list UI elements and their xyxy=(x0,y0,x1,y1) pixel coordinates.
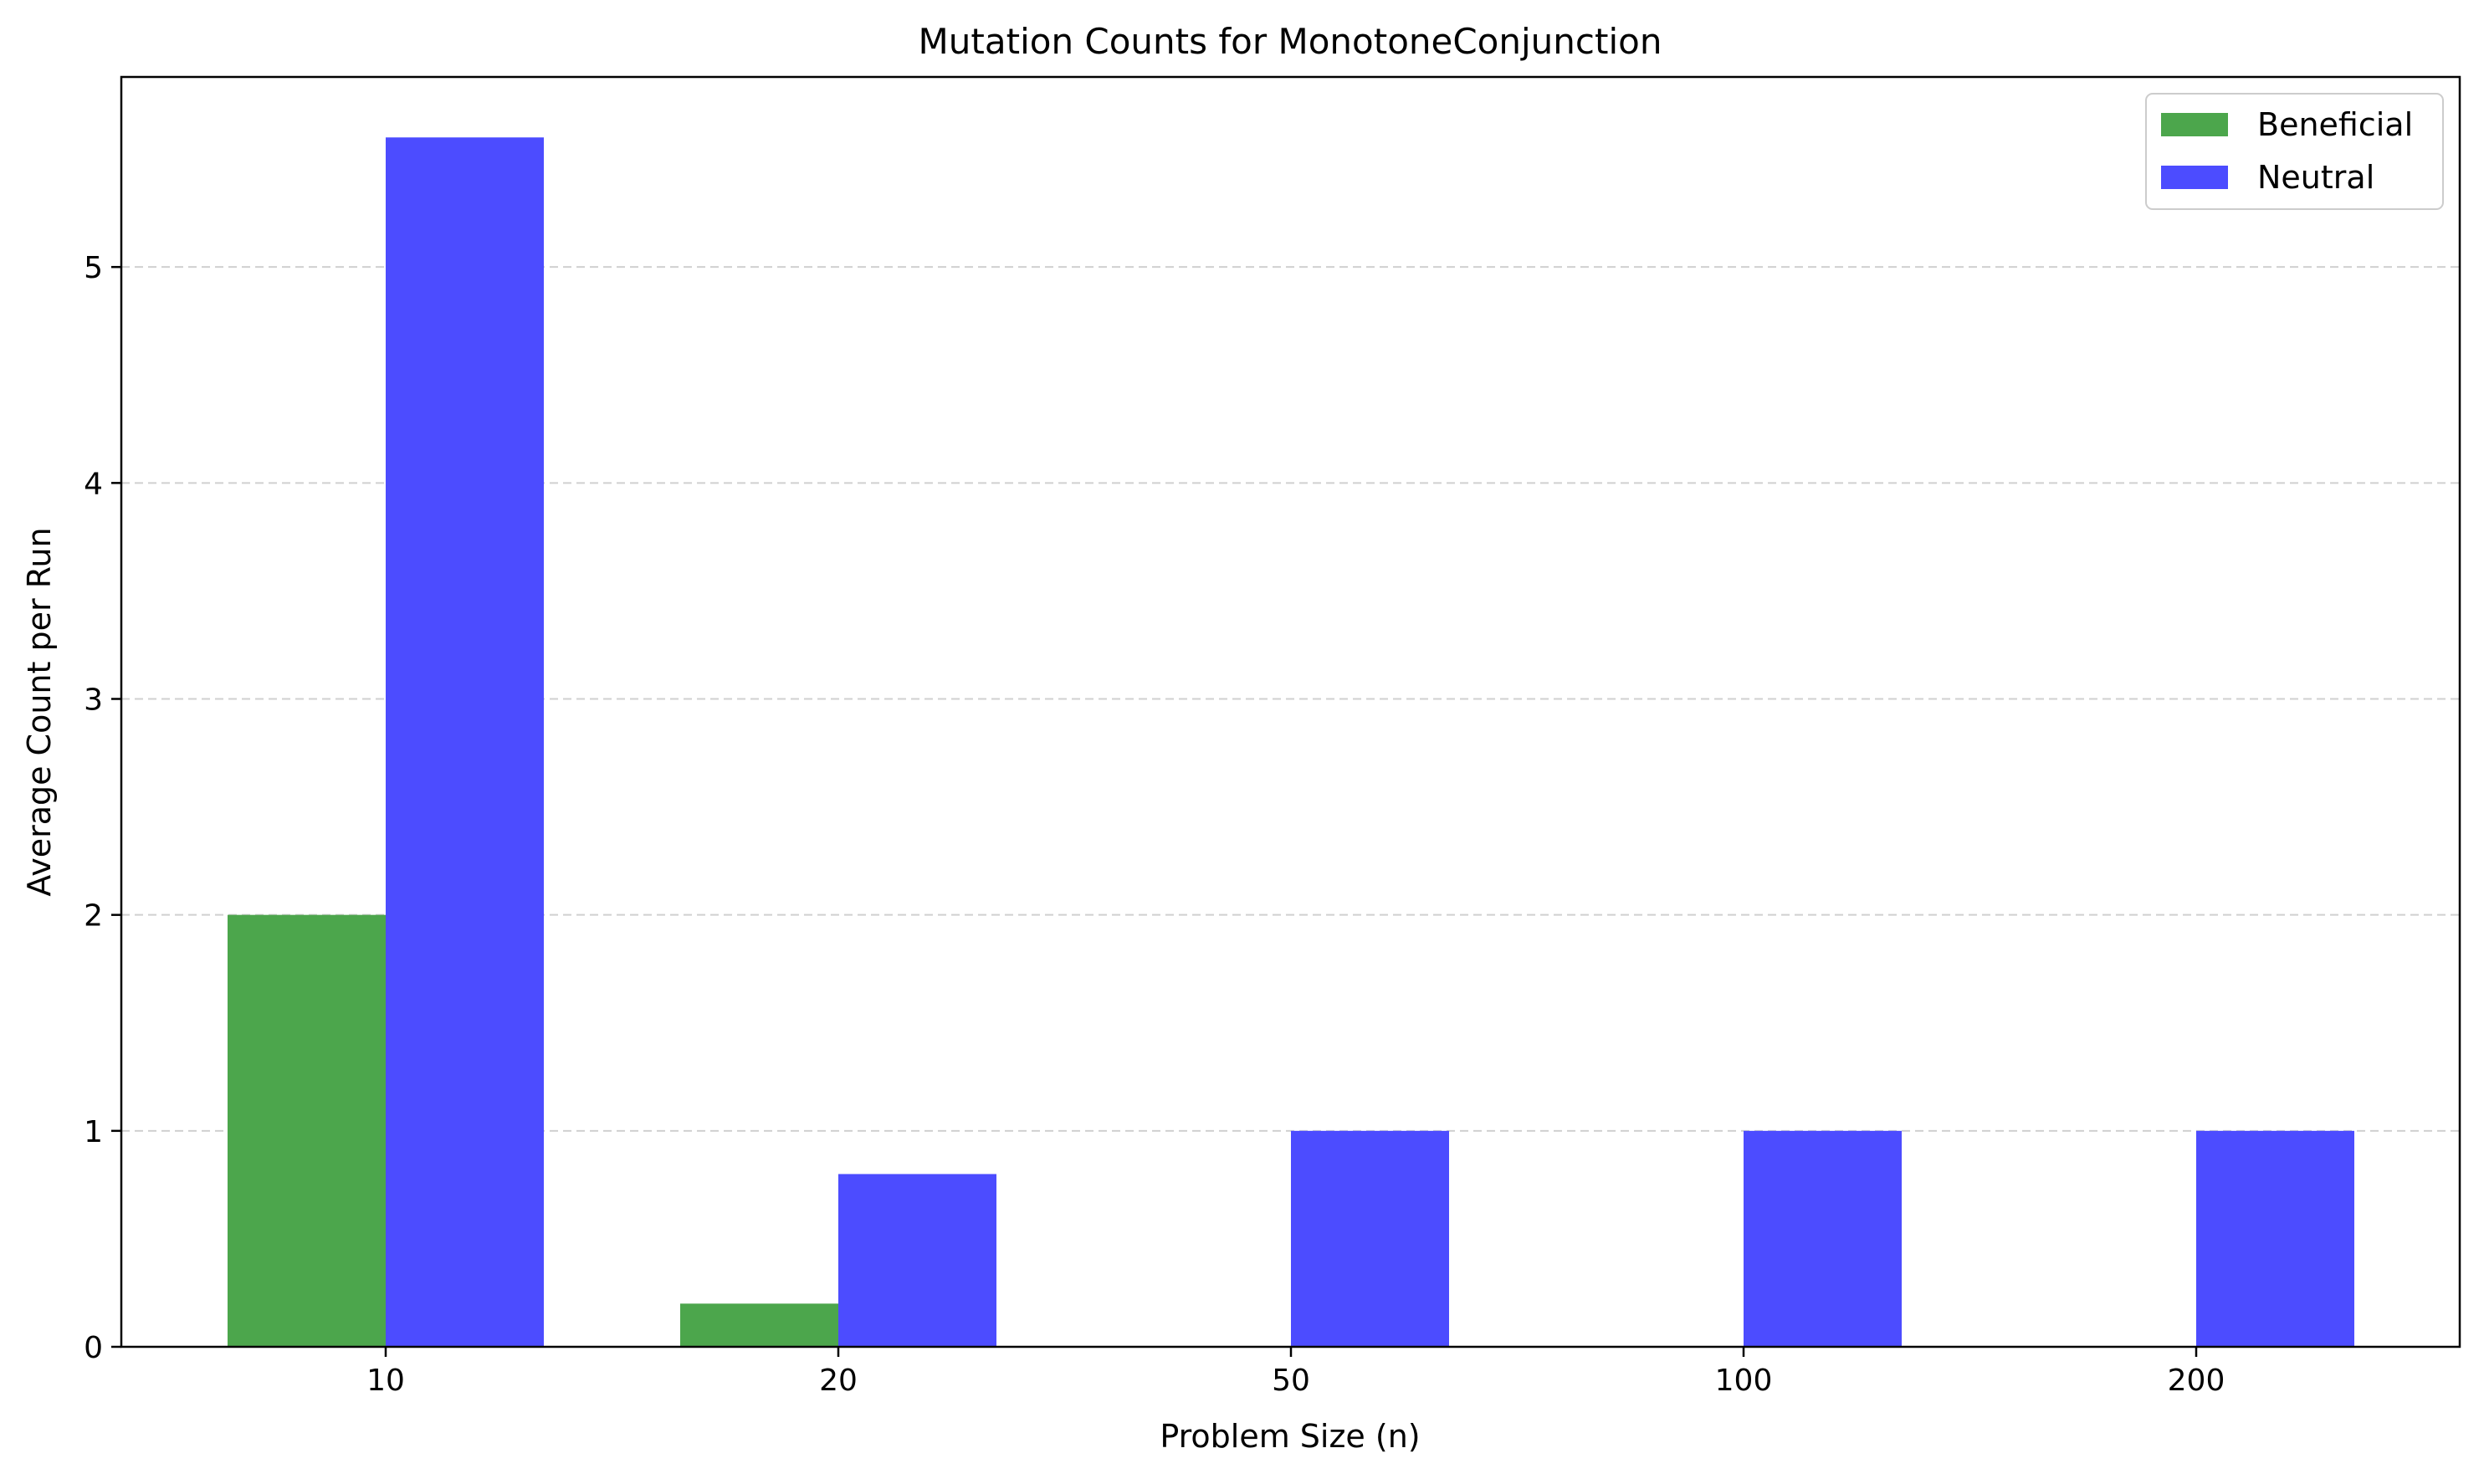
y-tick-label: 1 xyxy=(84,1115,103,1149)
bar-neutral-200 xyxy=(2196,1130,2354,1347)
ticks-layer: 0 1 2 3 4 5 10 20 50 100 200 xyxy=(84,251,2225,1398)
y-axis-label: Average Count per Run xyxy=(21,527,58,896)
x-tick-label: 100 xyxy=(1715,1364,1773,1398)
legend-label-beneficial: Beneficial xyxy=(2257,106,2413,143)
x-tick-label: 20 xyxy=(819,1364,858,1398)
bars-layer xyxy=(228,137,2354,1347)
x-tick-label: 50 xyxy=(1272,1364,1310,1398)
bar-neutral-10 xyxy=(386,137,544,1347)
y-tick-label: 4 xyxy=(84,467,103,501)
legend-swatch-neutral xyxy=(2161,166,2228,189)
legend: Beneficial Neutral xyxy=(2145,93,2444,210)
bar-beneficial-20 xyxy=(680,1303,838,1347)
bar-beneficial-10 xyxy=(228,914,386,1347)
legend-label-neutral: Neutral xyxy=(2257,159,2374,196)
bar-neutral-50 xyxy=(1291,1130,1449,1347)
bar-neutral-20 xyxy=(838,1174,996,1347)
y-tick-label: 3 xyxy=(84,683,103,718)
x-axis-label: Problem Size (n) xyxy=(1160,1418,1420,1455)
legend-swatch-beneficial xyxy=(2161,113,2228,136)
x-tick-label: 200 xyxy=(2168,1364,2225,1398)
y-tick-label: 5 xyxy=(84,251,103,285)
x-tick-label: 10 xyxy=(366,1364,405,1398)
y-tick-label: 2 xyxy=(84,899,103,934)
bar-neutral-100 xyxy=(1744,1130,1902,1347)
chart-title: Mutation Counts for MonotoneConjunction xyxy=(919,21,1662,62)
y-tick-label: 0 xyxy=(84,1331,103,1365)
